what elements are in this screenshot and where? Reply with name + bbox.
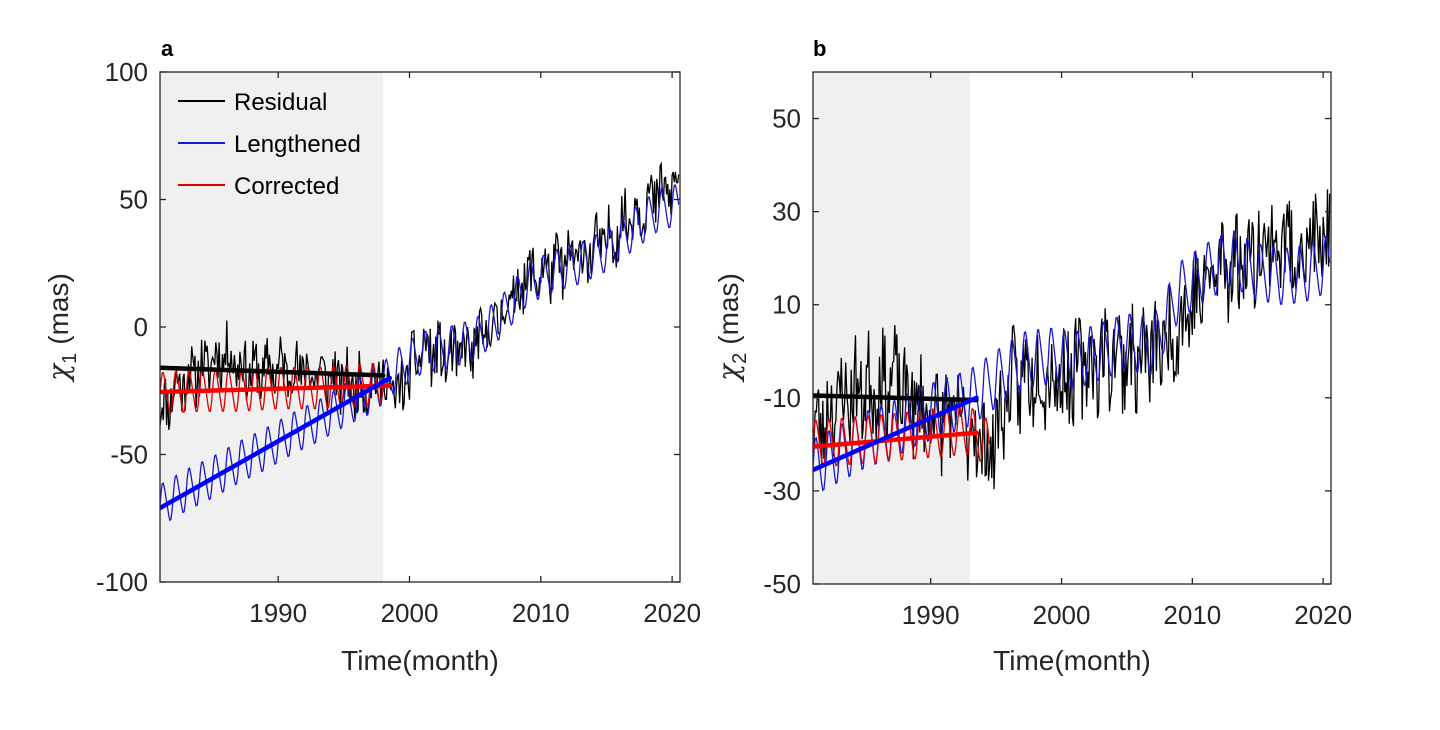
panel-b-ticks: 1990 2000 2010 2020 -50 -30 -10 10 30 50 (763, 72, 1352, 630)
panel-b-letter: b (813, 36, 826, 61)
panel-b-series-residual (813, 189, 1331, 490)
panel-a-trend-lengthened (160, 375, 393, 511)
panel-a-y-tick-label: 0 (134, 312, 148, 342)
panel-b-series-corrected (813, 407, 991, 468)
panel-b-trend-corrected (813, 430, 979, 449)
panel-b-y-tick-label: 50 (772, 104, 801, 134)
panel-b-x-tick-label: 2010 (1163, 600, 1221, 630)
panel-a-trend-residual (160, 365, 386, 378)
panel-b-shaded-region (813, 72, 970, 584)
panel-b-series-lengthened (813, 230, 1331, 492)
panel-b-y-tick-label: 30 (772, 197, 801, 227)
panel-a-x-tick-label: 2000 (381, 598, 439, 628)
panel-a-trend-corrected (160, 383, 393, 395)
panel-a-y-tick-label: -100 (96, 567, 148, 597)
panel-b-y-axis-symbol: χ (712, 362, 745, 383)
panel-b-trend-residual (813, 393, 979, 403)
panel-a-x-tick-label: 1990 (249, 598, 307, 628)
panel-a-data-layer (160, 161, 680, 522)
panel-a-x-tick-label: 2010 (512, 598, 570, 628)
panel-b-y-axis-subscript: 2 (729, 353, 751, 364)
legend-label-lengthened: Lengthened (234, 131, 361, 158)
panel-b-y-axis-unit: (mas) (713, 273, 744, 345)
panel-b-y-tick-label: -50 (763, 569, 801, 599)
panel-b-x-tick-label: 2020 (1294, 600, 1352, 630)
panel-a-x-tick-label: 2020 (643, 598, 701, 628)
panel-a-ticks: 1990 2000 2010 2020 -100 -50 0 50 100 (96, 57, 701, 628)
panel-b-y-tick-label: 10 (772, 290, 801, 320)
panel-a-y-axis-unit: (mas) (43, 273, 74, 345)
panel-b-y-tick-label: -30 (763, 476, 801, 506)
panel-b-plot-frame (812, 71, 1332, 585)
panel-b-x-tick-label: 2000 (1033, 600, 1091, 630)
panel-a-series-lengthened (160, 184, 680, 522)
panel-a-y-tick-label: 100 (105, 57, 148, 87)
panel-a-y-tick-label: -50 (110, 440, 148, 470)
panel-a-y-axis-symbol: χ (42, 362, 75, 383)
panel-b-x-axis-label: Time(month) (993, 645, 1151, 676)
legend-label-corrected: Corrected (234, 173, 339, 200)
panel-b-data-layer (813, 189, 1331, 492)
legend: Residual Lengthened Corrected (178, 89, 361, 200)
panel-b-trend-lengthened (813, 395, 979, 473)
panel-a-y-axis-subscript: 1 (59, 353, 81, 364)
panel-b-x-tick-label: 1990 (902, 600, 960, 630)
panel-b: 1990 2000 2010 2020 -50 -30 -10 10 30 50 b Time(m… (712, 36, 1352, 676)
panel-a: 1990 2000 2010 2020 -100 -50 0 50 100 a Time(mon… (42, 36, 701, 676)
panel-a-shaded-region (160, 72, 384, 582)
panel-b-y-axis-label: χ2 (mas) (712, 273, 751, 383)
panel-a-y-axis-label: χ1 (mas) (42, 273, 81, 383)
panel-a-y-tick-label: 50 (119, 185, 148, 215)
panel-a-letter: a (161, 36, 174, 61)
panel-a-x-axis-label: Time(month) (341, 645, 499, 676)
panel-b-y-tick-label: -10 (763, 383, 801, 413)
legend-label-residual: Residual (234, 89, 327, 116)
